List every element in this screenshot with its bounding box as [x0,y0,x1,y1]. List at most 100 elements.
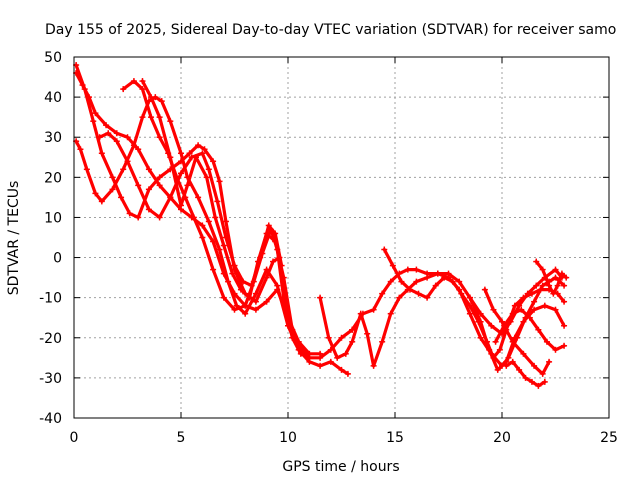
data-point-marker [475,318,482,325]
data-point-marker [325,334,332,341]
data-point-marker [222,234,229,241]
data-point-marker [240,278,247,285]
data-point-marker [488,322,495,329]
data-point-marker [203,174,210,181]
data-point-marker [490,306,497,313]
data-point-marker [167,154,174,161]
data-point-marker [513,334,520,341]
data-point-marker [242,310,249,317]
data-point-marker [201,146,208,153]
data-point-marker [539,282,546,289]
data-point-marker [210,158,217,165]
data-point-marker [441,274,448,281]
x-tick-label: 15 [386,430,404,446]
data-point-marker [537,286,544,293]
data-point-marker [541,378,548,385]
data-point-marker [533,282,540,289]
data-point-marker [456,278,463,285]
data-point-marker [98,198,105,205]
data-point-marker [130,142,137,149]
data-point-marker [539,370,546,377]
data-point-marker [216,178,223,185]
data-point-marker [503,362,510,369]
data-point-marker [199,150,206,157]
data-point-marker [458,290,465,297]
data-point-marker [496,346,503,353]
data-point-marker [554,282,561,289]
data-point-marker [413,278,420,285]
chart-title: Day 155 of 2025, Sidereal Day-to-day VTE… [45,22,616,38]
data-point-marker [531,306,538,313]
data-point-marker [490,354,497,361]
data-point-marker [516,366,523,373]
data-point-marker [317,294,324,301]
data-point-marker [432,282,439,289]
data-point-marker [552,346,559,353]
data-point-marker [148,114,155,121]
data-point-marker [449,278,456,285]
y-axis-label: SDTVAR / TECUs [6,181,22,296]
data-point-marker [349,326,356,333]
data-point-marker [272,230,279,237]
data-point-marker [528,378,535,385]
data-point-marker [289,326,296,333]
data-point-marker [338,366,345,373]
data-point-marker [364,330,371,337]
data-point-marker [552,274,559,281]
data-point-marker [103,122,110,129]
data-point-marker [317,362,324,369]
data-point-marker [535,326,542,333]
y-tick-label: 20 [44,170,62,186]
data-point-marker [265,222,272,229]
data-point-marker [113,138,120,145]
data-point-marker [113,130,120,137]
y-tick-label: -20 [39,331,62,347]
data-point-marker [124,134,131,141]
data-point-marker [229,270,236,277]
axis-layer: 0 5 10 15 20 25 -40 -30 -20 -10 0 10 20 30 40 50 [39,50,618,446]
data-point-marker [543,338,550,345]
data-point-marker [135,182,142,189]
data-point-marker [135,214,142,221]
data-point-marker [289,334,296,341]
data-point-marker [257,254,264,261]
data-point-marker [558,270,565,277]
data-point-marker [561,342,568,349]
data-point-marker [546,282,553,289]
data-point-marker [186,150,193,157]
data-point-marker [541,302,548,309]
data-point-marker [344,370,351,377]
data-point-marker [334,354,341,361]
y-tick-label: 10 [44,210,62,226]
data-point-marker [96,134,103,141]
data-point-marker [195,194,202,201]
data-point-marker [379,290,386,297]
data-point-marker [210,266,217,273]
data-point-marker [214,198,221,205]
data-point-marker [156,182,163,189]
data-point-marker [145,166,152,173]
x-axis-label: GPS time / hours [282,459,399,475]
data-point-marker [359,310,366,317]
data-point-marker [404,266,411,273]
data-point-marker [306,354,313,361]
data-point-marker [274,282,281,289]
data-point-marker [509,338,516,345]
data-point-marker [90,118,97,125]
data-point-marker [145,186,152,193]
y-tick-label: 40 [44,90,62,106]
data-point-marker [317,350,324,357]
data-point-marker [387,278,394,285]
data-point-marker [501,322,508,329]
data-point-marker [158,98,165,105]
data-point-marker [190,214,197,221]
data-point-marker [552,306,559,313]
series-track-4 [121,79,311,360]
data-point-marker [188,154,195,161]
data-point-marker [481,286,488,293]
data-point-marker [120,166,127,173]
data-point-marker [98,150,105,157]
data-point-marker [413,266,420,273]
data-point-marker [156,174,163,181]
data-point-marker [178,202,184,209]
